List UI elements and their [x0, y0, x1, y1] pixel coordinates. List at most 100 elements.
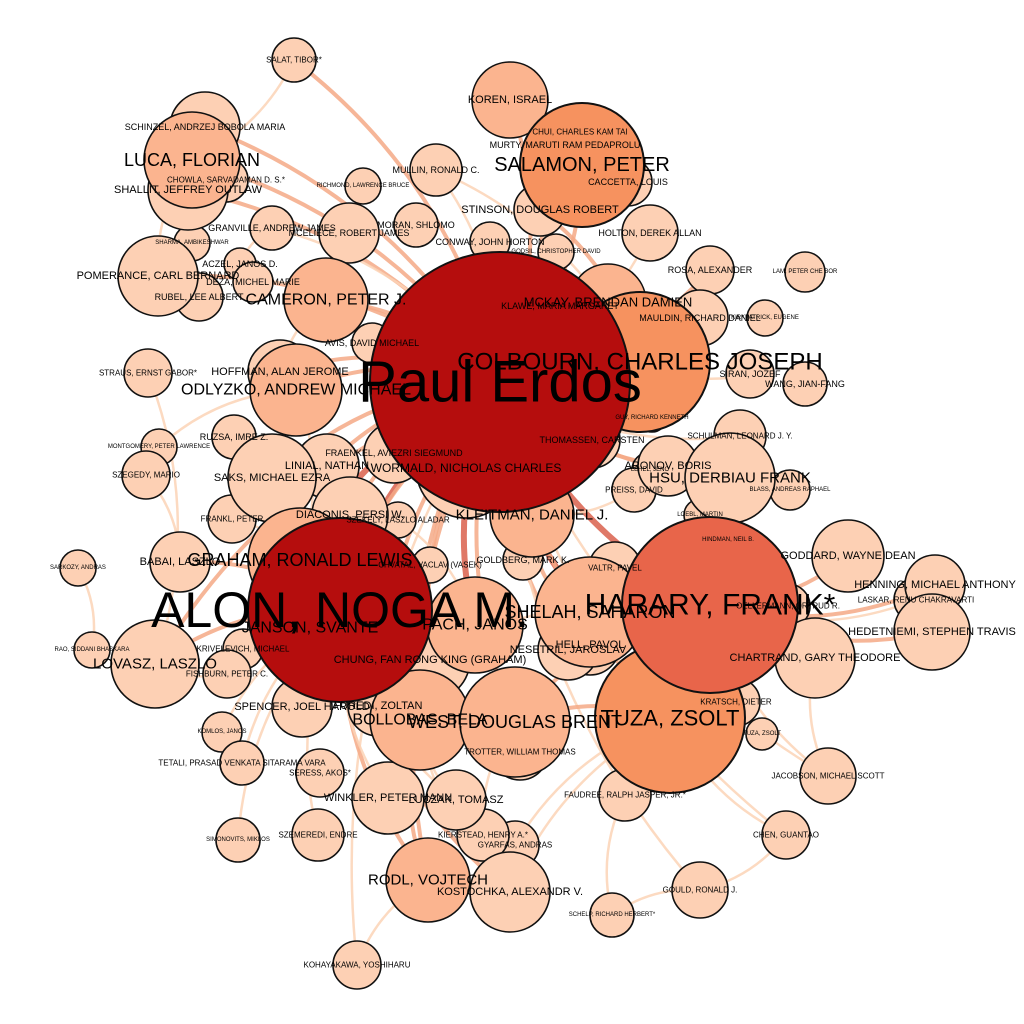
author-label-simonovits: SIMONOVITS, MIKLOS [206, 837, 270, 843]
author-label-schelp: SCHELP, RICHARD HERBERT* [569, 912, 656, 918]
author-label-hsu: HSU, DERBIAU FRANK [649, 470, 811, 487]
author-label-faudree: FAUDREE, RALPH JASPER, JR.* [564, 791, 686, 800]
author-label-straus: STRAUS, ERNST GABOR* [99, 369, 197, 378]
author-label-shelah: SHELAH, SAHARON [504, 602, 675, 622]
author-label-wang: WANG, JIAN-FANG [765, 379, 845, 389]
author-label-krivelevich: KRIVELEVICH, MICHAEL [197, 645, 290, 654]
author-label-pach: PACH, JANOS [422, 617, 528, 634]
author-node-straus [123, 348, 173, 398]
author-label-kleitman: KLEITMAN, DANIEL J. [456, 507, 609, 524]
author-node-szemeredi [291, 808, 345, 862]
author-label-mauldin: MAULDIN, RICHARD DANIEL [639, 313, 761, 323]
author-label-caccetta: CACCETTA, LOUIS [588, 177, 668, 187]
author-label-tuza: TUZA, ZSOLT [601, 706, 740, 731]
author-label-stinson: STINSON, DOUGLAS ROBERT [461, 204, 619, 216]
author-label-gyarfas: GYARFAS, ANDRAS [478, 841, 553, 850]
author-label-kostochka: KOSTOCHKA, ALEXANDR V. [437, 886, 583, 898]
author-label-winkler: WINKLER, PETER MANN [324, 792, 452, 804]
author-label-aronov: ARONOV, BORIS [624, 460, 711, 472]
author-node-salamon [519, 102, 645, 228]
author-label-colbourn: COLBOURN, CHARLES JOSEPH [457, 349, 822, 376]
author-node-sarkozy [59, 549, 97, 587]
author-label-luczak: LUCZAK, TOMASZ [409, 794, 504, 806]
author-label-avis: AVIS, DAVID MICHAEL [325, 338, 419, 348]
author-label-hell: HELL, PAVOL [556, 639, 625, 651]
author-label-cameron: CAMERON, PETER J. [246, 292, 407, 309]
author-label-deza: DEZA, MICHEL MARIE [206, 277, 300, 287]
author-node-winkler [351, 761, 425, 835]
author-label-moran: MORAN, SHLOMO [377, 220, 455, 230]
author-node-babai [149, 531, 211, 593]
author-label-rao: RAO, SIDDANI BHASKARA [54, 647, 129, 653]
author-node-kohayakawa [332, 940, 382, 990]
author-node-kirkpatrick [746, 299, 784, 337]
author-label-kierstead: KIERSTEAD, HENRY A.* [438, 831, 528, 840]
author-node-west [459, 666, 571, 778]
author-label-lam: LAM, PETER CHE BOR [773, 269, 838, 275]
author-label-mceliece: MCELIECE, ROBERT JAMES [289, 228, 410, 238]
author-label-linial: LINIAL, NATHAN [285, 460, 369, 472]
author-label-babai: BABAI, LASZLO [140, 556, 221, 568]
author-label-salat: SALAT, TIBOR* [266, 56, 322, 65]
author-node-holton [621, 204, 679, 262]
author-label-holton: HOLTON, DEREK ALLAN [598, 228, 701, 238]
author-node-goddard [811, 519, 885, 593]
author-label-janson: JANSON, SVANTE [242, 620, 379, 637]
author-label-shallit: SHALLIT, JEFFREY OUTLAW [114, 184, 263, 196]
author-label-saks: SAKS, MICHAEL EZRA [214, 472, 331, 484]
author-node-jacobson [799, 747, 857, 805]
author-node-rao [73, 631, 111, 669]
author-label-szemeredi: SZEMEREDI, ENDRE [278, 831, 357, 840]
author-label-chui: CHUI, CHARLES KAM TAI [532, 128, 627, 137]
author-label-gould: GOULD, RONALD J. [663, 886, 738, 895]
author-label-graham: GRAHAM, RONALD LEWIS [187, 550, 412, 570]
author-label-pomerance: POMERANCE, CARL BERNARD [77, 270, 240, 282]
author-node-richmond [344, 167, 382, 205]
author-label-diaconis: DIACONIS, PERSI W. [296, 509, 404, 521]
author-label-frankl: FRANKL, PETER [201, 515, 264, 524]
author-label-granville: GRANVILLE, ANDREW JAMES [208, 223, 336, 233]
author-label-chowla: CHOWLA, SARVADAMAN D. S.* [167, 176, 285, 185]
author-label-blass: BLASS, ANDREAS RAPHAEL [749, 487, 831, 493]
author-label-alon: ALON, NOGA M. [151, 582, 529, 638]
author-label-lovasz: LOVASZ, LASZLO [93, 656, 217, 673]
author-node-salat [271, 37, 317, 83]
author-label-odlyzko: ODLYZKO, ANDREW MICHAEL [181, 382, 411, 399]
author-label-oellermann: OELLERMANN, ORTRUD R. [736, 602, 840, 611]
author-label-west: WEST, DOUGLAS BRENT [408, 712, 622, 732]
author-node-granville [249, 205, 295, 251]
author-label-siran: SIRAN, JOZEF [719, 369, 781, 379]
author-node-wang [782, 361, 828, 407]
author-label-furedi: FUREDI, ZOLTAN [334, 700, 423, 712]
author-label-chvatal: CHVATAL, VACLAV (VASEK) [378, 561, 482, 570]
author-label-koren: KOREN, ISRAEL [468, 94, 552, 106]
author-label-tetali: TETALI, PRASAD VENKATA SITARAMA VARA [158, 759, 326, 768]
author-label-schulman: SCHULMAN, LEONARD J. Y. [687, 432, 792, 441]
author-node-seress [295, 748, 345, 798]
author-node-erdos [369, 251, 631, 513]
author-node-chen [761, 810, 811, 860]
author-node-tetali [219, 740, 265, 786]
author-node-rodl [385, 837, 471, 923]
author-label-montgomery: MONTGOMERY, PETER LAWRENCE [108, 444, 210, 450]
author-node-tuzolt [745, 717, 779, 751]
author-label-bollobas: BOLLOBAS, BELA [352, 712, 488, 729]
author-node-pomerance [117, 235, 199, 317]
author-node-alon [247, 517, 433, 703]
author-label-kirkpatrick: KIRKPATRICK, EUGENE [731, 315, 799, 321]
author-label-lehel: LEHEL, JENO [631, 467, 670, 473]
author-label-tuzolt: TUZA, ZSOLT [743, 731, 781, 737]
author-label-trotter: TROTTER, WILLIAM THOMAS [464, 748, 575, 757]
author-node-moran [393, 202, 439, 248]
author-label-sarkozy: SARKOZY, ANDRAS [50, 565, 106, 571]
author-label-szegedy: SZEGEDY, MARIO [112, 471, 180, 480]
author-label-murty: MURTY, MARUTI RAM PEDAPROLU [490, 140, 641, 150]
author-label-luca: LUCA, FLORIAN [124, 150, 260, 170]
author-node-kostochka [469, 851, 551, 933]
author-label-seress: SERESS, AKOS* [289, 769, 351, 778]
author-label-laskar: LASKAR, RENU CHAKRAVARTI [858, 596, 974, 605]
author-node-mullin [409, 143, 463, 197]
author-label-schinzel: SCHINZEL, ANDRZEJ BOBOLA MARIA [125, 122, 286, 132]
author-node-koren [471, 61, 549, 139]
